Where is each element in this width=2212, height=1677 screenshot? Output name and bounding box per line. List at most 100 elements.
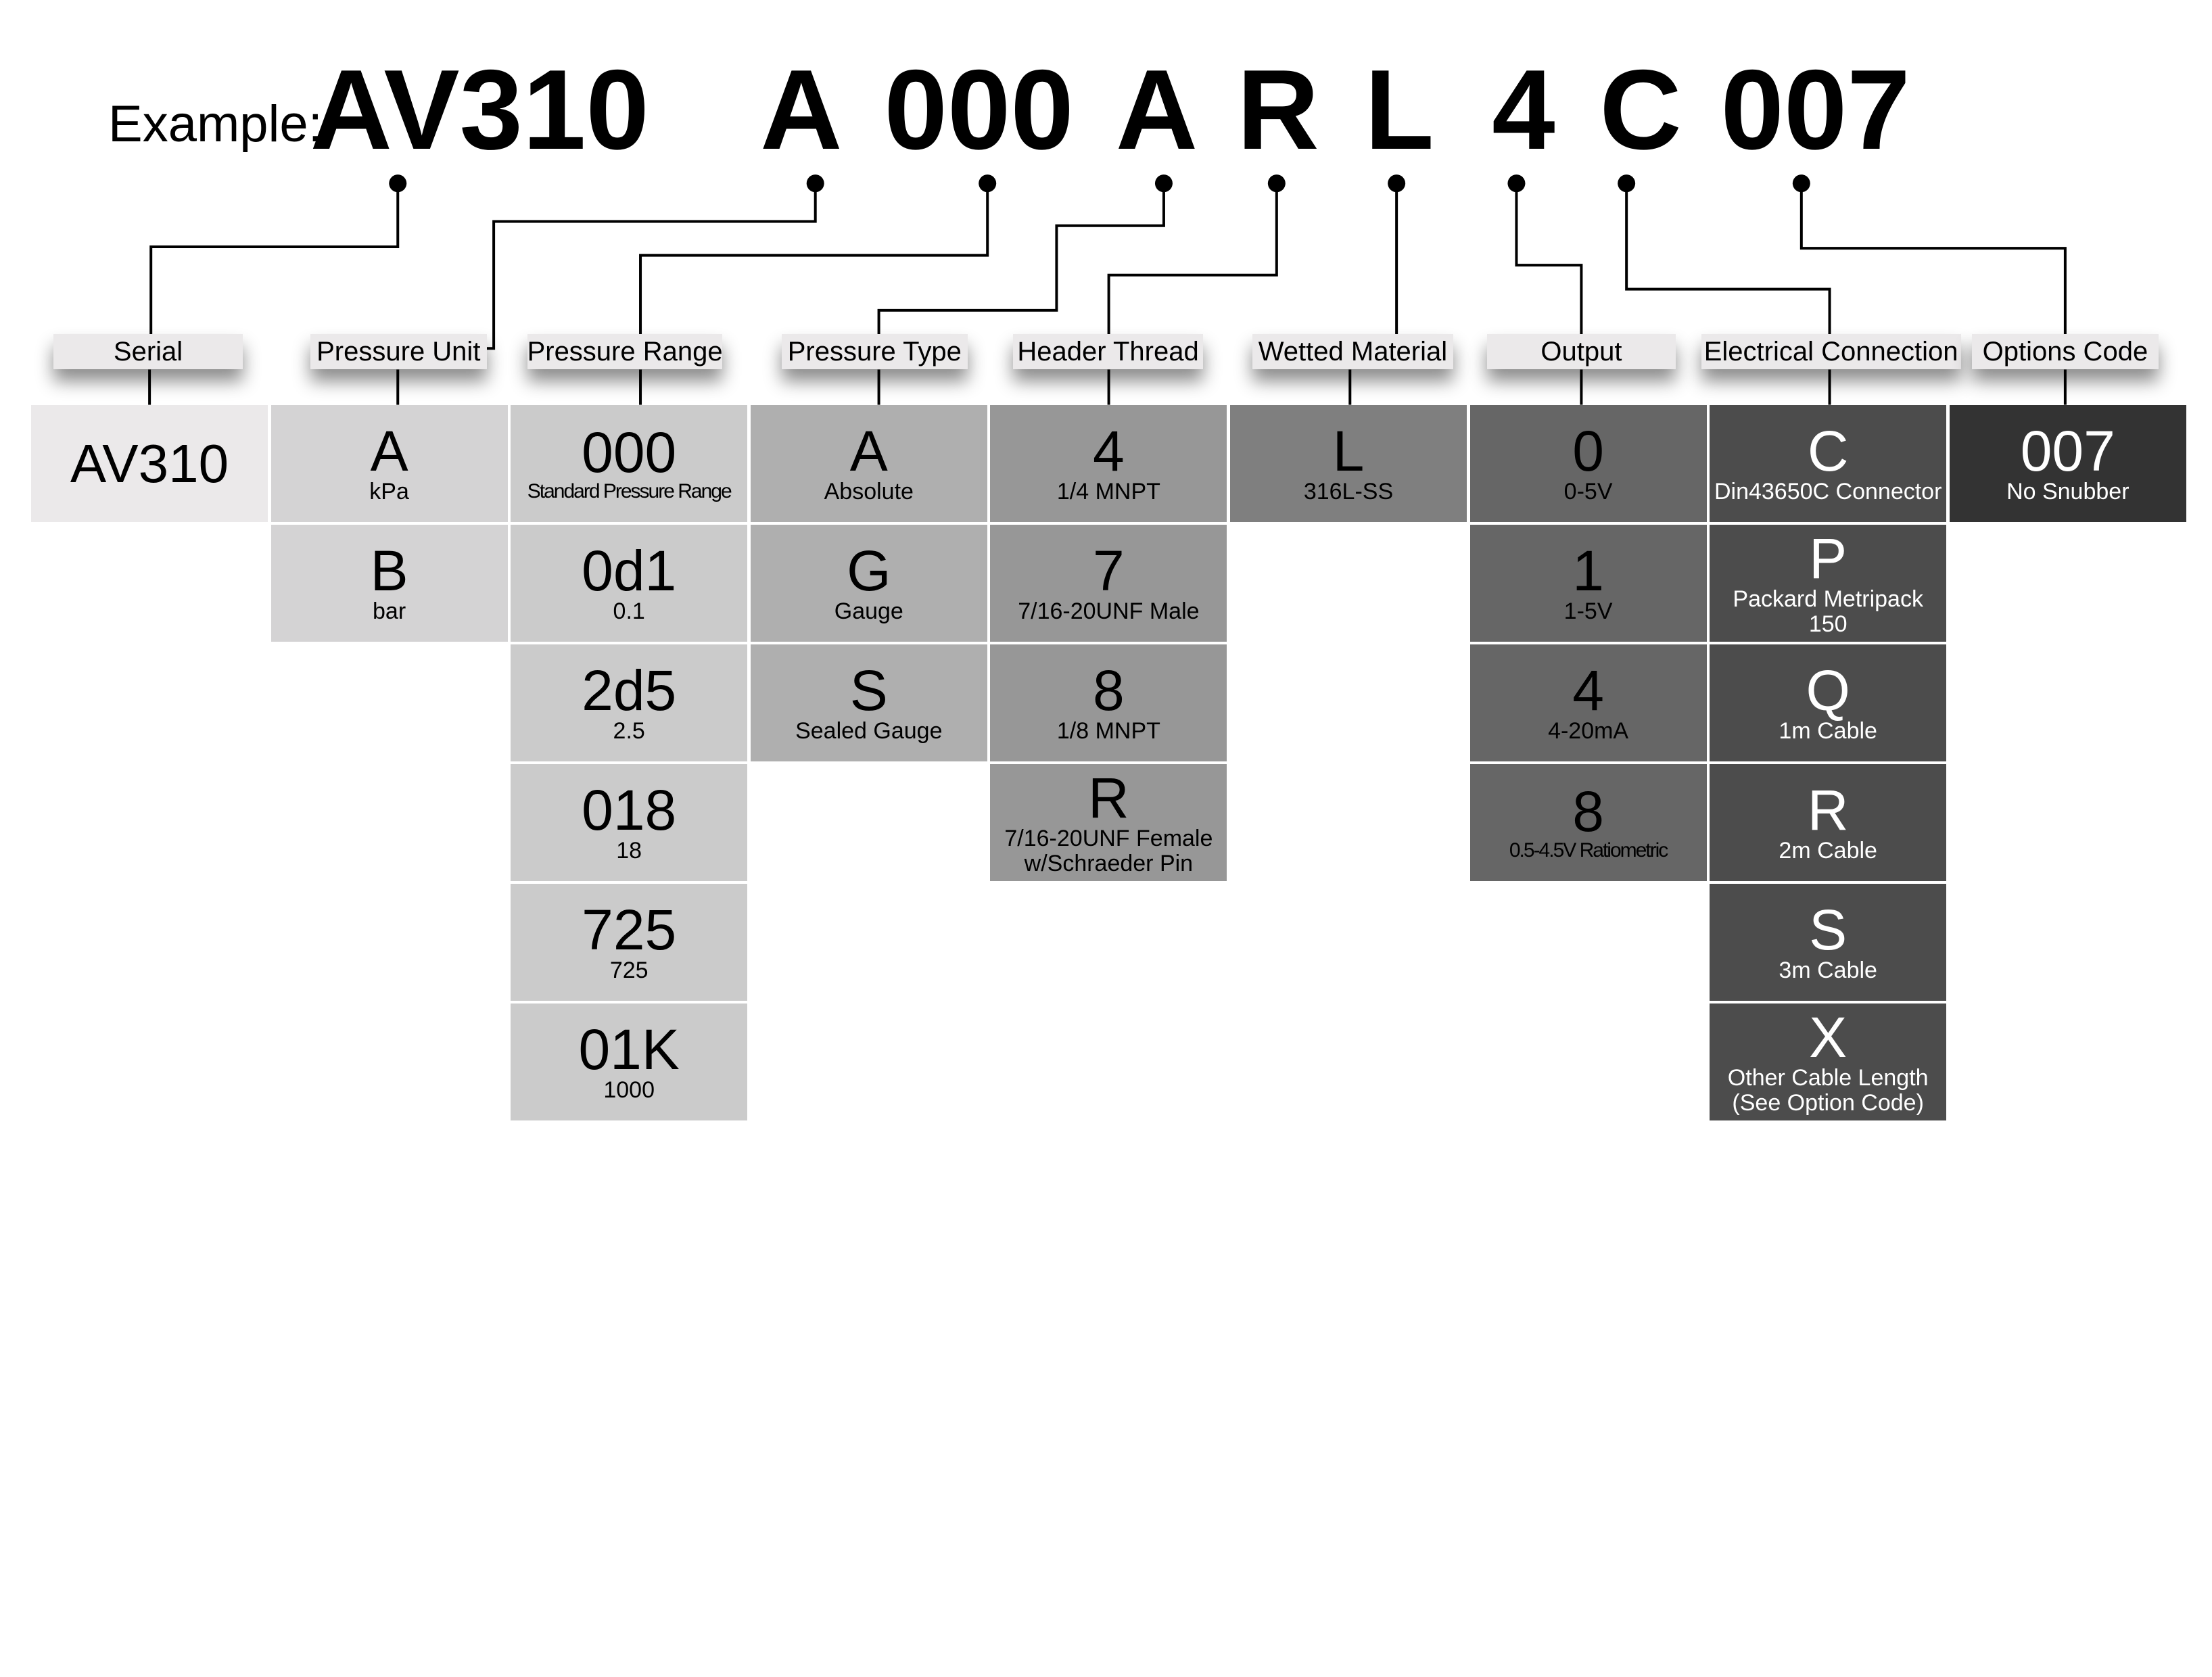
connector-dot bbox=[1792, 174, 1810, 193]
option-description: Gauge bbox=[834, 598, 903, 625]
code-segment: R bbox=[1237, 46, 1319, 173]
option-code: G bbox=[847, 539, 891, 603]
option-code: 4 bbox=[1093, 419, 1125, 483]
option-code: B bbox=[370, 539, 408, 603]
connector-line bbox=[877, 183, 1165, 335]
connector-dot bbox=[389, 174, 407, 193]
connector-dot bbox=[1388, 174, 1406, 193]
option-code: 8 bbox=[1093, 659, 1125, 723]
option-cell: 725 725 bbox=[511, 884, 748, 1001]
code-segment: 4 bbox=[1492, 46, 1555, 173]
option-code: 1 bbox=[1572, 539, 1604, 603]
column-label: Header Thread bbox=[1012, 334, 1204, 369]
option-description: 18 bbox=[616, 838, 642, 864]
option-code: 01K bbox=[578, 1018, 680, 1082]
option-description: No Snubber bbox=[2006, 479, 2129, 505]
option-code: P bbox=[1809, 526, 1848, 590]
option-cell: C Din43650C Connector bbox=[1710, 405, 1947, 522]
column-label: Wetted Material bbox=[1252, 334, 1453, 369]
option-cell: 4 1/4 MNPT bbox=[990, 405, 1227, 522]
option-code: 8 bbox=[1572, 780, 1604, 844]
option-description: Packard Metripack 150 bbox=[1733, 586, 1923, 637]
option-description: 2m Cable bbox=[1779, 838, 1877, 864]
connector-line bbox=[1799, 183, 2067, 335]
option-cell: 01K 1000 bbox=[511, 1003, 748, 1120]
option-description: 1/8 MNPT bbox=[1056, 718, 1160, 745]
option-code: S bbox=[849, 659, 888, 723]
option-cell: 8 1/8 MNPT bbox=[990, 644, 1227, 761]
code-segment: AV310 bbox=[310, 46, 649, 173]
option-cell: S 3m Cable bbox=[1710, 884, 1947, 1001]
example-label: Example: bbox=[108, 95, 323, 153]
option-code: R bbox=[1088, 765, 1129, 830]
option-cell: 1 1-5V bbox=[1469, 525, 1707, 642]
connector-line bbox=[639, 183, 989, 335]
option-code: 007 bbox=[2020, 419, 2115, 483]
option-code: 725 bbox=[582, 898, 677, 962]
option-code: AV310 bbox=[70, 433, 229, 494]
option-code: S bbox=[1809, 898, 1848, 962]
column-label: Electrical Connection bbox=[1701, 334, 1961, 369]
option-cell: X Other Cable Length (See Option Code) bbox=[1710, 1003, 1947, 1120]
option-cell: 4 4-20mA bbox=[1469, 644, 1707, 761]
option-cell: A Absolute bbox=[750, 405, 987, 522]
column-label: Pressure Unit bbox=[310, 334, 487, 369]
option-description: 0-5V bbox=[1563, 479, 1613, 505]
column-label: Pressure Range bbox=[527, 334, 723, 369]
column-label: Options Code bbox=[1972, 334, 2159, 369]
option-description: Sealed Gauge bbox=[795, 718, 943, 745]
option-cell: 0d1 0.1 bbox=[511, 525, 748, 642]
option-description: 2.5 bbox=[613, 718, 645, 745]
option-code: X bbox=[1809, 1005, 1848, 1069]
option-code: 0d1 bbox=[582, 539, 677, 603]
connector-line bbox=[149, 183, 400, 335]
option-code: R bbox=[1807, 778, 1849, 843]
option-cell: Q 1m Cable bbox=[1710, 644, 1947, 761]
option-description: 7/16-20UNF Female w/Schraeder Pin bbox=[1004, 825, 1213, 876]
option-description: 0.5-4.5V Ratiometric bbox=[1509, 839, 1668, 862]
option-description: 3m Cable bbox=[1779, 958, 1877, 984]
connector-line bbox=[1107, 183, 1278, 335]
code-segment: A bbox=[760, 46, 843, 173]
option-description: 316L-SS bbox=[1303, 479, 1394, 505]
option-code: 7 bbox=[1093, 539, 1125, 603]
option-cell: G Gauge bbox=[750, 525, 987, 642]
option-cell: 7 7/16-20UNF Male bbox=[990, 525, 1227, 642]
option-cell: 0 0-5V bbox=[1469, 405, 1707, 522]
connector-dot bbox=[979, 174, 997, 193]
option-cell: 8 0.5-4.5V Ratiometric bbox=[1469, 764, 1707, 881]
option-cell: 000 Standard Pressure Range bbox=[511, 405, 748, 522]
option-cell: P Packard Metripack 150 bbox=[1710, 525, 1947, 642]
option-description: Din43650C Connector bbox=[1714, 479, 1942, 505]
option-cell: 007 No Snubber bbox=[1949, 405, 2186, 522]
option-description: 1-5V bbox=[1563, 598, 1613, 625]
option-cell: AV310 bbox=[31, 405, 268, 522]
connector-line bbox=[1625, 183, 1831, 335]
connector-line bbox=[1515, 183, 1583, 335]
option-description: kPa bbox=[369, 479, 409, 505]
connector-dot bbox=[806, 174, 824, 193]
option-description: 1000 bbox=[603, 1077, 655, 1104]
connector-dot bbox=[1618, 174, 1636, 193]
option-code: 2d5 bbox=[582, 659, 677, 723]
option-code: 000 bbox=[582, 421, 677, 485]
option-cell: S Sealed Gauge bbox=[750, 644, 987, 761]
option-description: 7/16-20UNF Male bbox=[1018, 598, 1200, 625]
option-description: Absolute bbox=[824, 479, 914, 505]
option-code: A bbox=[849, 419, 888, 483]
option-cell: 2d5 2.5 bbox=[511, 644, 748, 761]
option-description: 725 bbox=[609, 958, 649, 984]
code-segment: C bbox=[1599, 46, 1682, 173]
option-description: 1m Cable bbox=[1779, 718, 1877, 745]
code-segment: 000 bbox=[884, 46, 1074, 173]
option-description: Other Cable Length (See Option Code) bbox=[1727, 1064, 1929, 1116]
column-label: Serial bbox=[53, 334, 243, 369]
connector-dot bbox=[1267, 174, 1286, 193]
connector-line bbox=[486, 183, 817, 350]
code-segment: L bbox=[1364, 46, 1434, 173]
option-description: 0.1 bbox=[613, 598, 645, 625]
option-code: 0 bbox=[1572, 419, 1604, 483]
